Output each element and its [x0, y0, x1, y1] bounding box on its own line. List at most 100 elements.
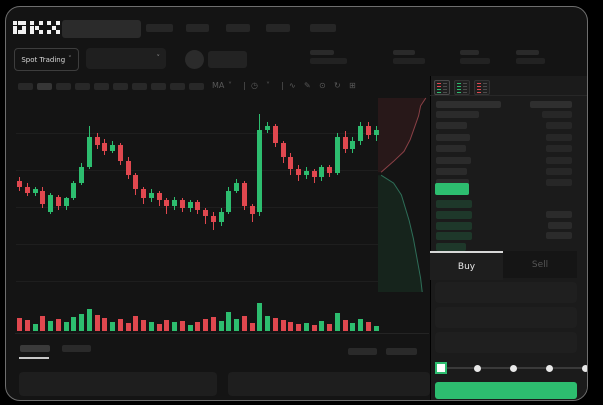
letter-o-block [22, 21, 27, 25]
depth-chart[interactable] [378, 96, 430, 294]
ask-row[interactable] [434, 110, 584, 119]
indicator-ma-button[interactable]: MA [212, 81, 225, 90]
candle-body [55, 196, 61, 207]
bottom-panel[interactable] [19, 372, 217, 396]
fullscreen-icon[interactable]: ⊞ [349, 81, 356, 90]
ask-amount [546, 133, 572, 141]
pair-dropdown[interactable]: ˅ [86, 48, 166, 69]
tab-sell[interactable]: Sell [503, 251, 577, 278]
candle-body [32, 188, 38, 193]
total-field[interactable] [435, 332, 577, 353]
bottom-tab[interactable] [62, 345, 91, 352]
timeframe-button[interactable] [151, 83, 166, 90]
timeframe-button[interactable] [170, 83, 185, 90]
okx-logo[interactable] [13, 21, 63, 36]
slider-handle[interactable] [435, 362, 447, 374]
bid-row[interactable] [434, 231, 584, 241]
slider-stop[interactable] [581, 364, 587, 372]
nav-item[interactable] [186, 24, 209, 32]
book-icon-row-color [477, 82, 481, 85]
ask-row[interactable] [434, 156, 584, 165]
candle-body [272, 125, 278, 144]
ask-row[interactable] [434, 144, 584, 153]
tab-sell-label: Sell [531, 259, 549, 270]
chevron-down-icon: ˅ [156, 54, 161, 62]
camera-icon[interactable]: ⊙ [319, 81, 326, 90]
nav-item[interactable] [266, 24, 290, 32]
volume-bar [303, 323, 309, 331]
volume-bar [195, 322, 201, 331]
timeframe-button[interactable] [18, 83, 33, 90]
bid-row[interactable] [434, 221, 584, 230]
candle-body [311, 170, 317, 177]
divider: | [243, 81, 246, 90]
book-asks-icon[interactable] [474, 80, 490, 95]
chevron-down-icon[interactable]: ˅ [228, 81, 232, 90]
candle-body [148, 192, 154, 199]
nav-item[interactable] [310, 24, 336, 32]
tab-buy[interactable]: Buy [430, 251, 503, 280]
bid-row[interactable] [434, 242, 584, 252]
gridline [16, 133, 378, 134]
bottom-action[interactable] [386, 348, 417, 355]
stat-value [460, 58, 490, 64]
tab-buy-label: Buy [457, 261, 476, 272]
bottom-panel[interactable] [228, 372, 430, 396]
slider-stop[interactable] [509, 364, 517, 372]
bid-row[interactable] [434, 199, 584, 208]
candle-body [102, 143, 108, 152]
nav-item[interactable] [146, 24, 173, 32]
book-bids-icon[interactable] [454, 80, 470, 95]
letter-k-block [39, 21, 44, 25]
timeframe-button[interactable] [113, 83, 128, 90]
buy-submit-button[interactable] [435, 382, 577, 399]
volume-bar [334, 313, 340, 331]
gridline [16, 170, 378, 171]
stage: Spot Trading ˅ ˅ MA ˅ | ◷ ˅ | ∿ ✎ ⊙ ↻ ⊞ Buy [6, 7, 587, 400]
volume-bar [350, 323, 356, 331]
ask-row[interactable] [434, 167, 584, 176]
timeframe-button[interactable] [132, 83, 147, 90]
volume-bar [241, 316, 247, 331]
bottom-tab[interactable] [20, 345, 50, 352]
search-input[interactable] [62, 20, 141, 38]
timeframe-button[interactable] [94, 83, 109, 90]
candlestick-chart[interactable] [6, 96, 379, 336]
timeframe-button[interactable] [56, 83, 71, 90]
line-style-icon[interactable]: ∿ [289, 81, 296, 90]
price-field[interactable] [435, 282, 577, 303]
bid-row[interactable] [434, 210, 584, 219]
letter-o-block [22, 30, 27, 35]
slider-stop[interactable] [473, 364, 481, 372]
volume-bar [319, 321, 325, 331]
amount-field[interactable] [435, 307, 577, 328]
bottom-action[interactable] [348, 348, 377, 355]
candle-body [156, 192, 162, 201]
ask-row[interactable] [434, 178, 584, 187]
nav-item[interactable] [226, 24, 250, 32]
ask-row[interactable] [434, 121, 584, 130]
interval-icon[interactable]: ◷ [251, 81, 258, 90]
trade-tabs: Buy Sell [430, 251, 577, 280]
book-split-icon[interactable] [434, 80, 450, 95]
draw-icon[interactable]: ✎ [304, 81, 311, 90]
gridline [16, 281, 378, 282]
timeframe-button[interactable] [189, 83, 204, 90]
ask-price [436, 133, 470, 141]
ask-row[interactable] [434, 133, 584, 142]
slider-stop[interactable] [545, 364, 553, 372]
timeframe-button[interactable] [37, 83, 52, 90]
refresh-icon[interactable]: ↻ [334, 81, 341, 90]
volume-bar [117, 319, 123, 331]
market-type-selector[interactable]: Spot Trading ˅ [14, 48, 79, 71]
candle-body [203, 210, 208, 217]
candle-body [280, 143, 286, 158]
volume-bar [148, 322, 154, 331]
volume-bar [218, 321, 224, 331]
volume-bar [48, 321, 53, 331]
candle-body [63, 198, 69, 207]
timeframe-button[interactable] [75, 83, 90, 90]
chevron-down-icon[interactable]: ˅ [266, 81, 270, 90]
last-price-badge[interactable] [435, 183, 469, 195]
divider [15, 333, 429, 334]
